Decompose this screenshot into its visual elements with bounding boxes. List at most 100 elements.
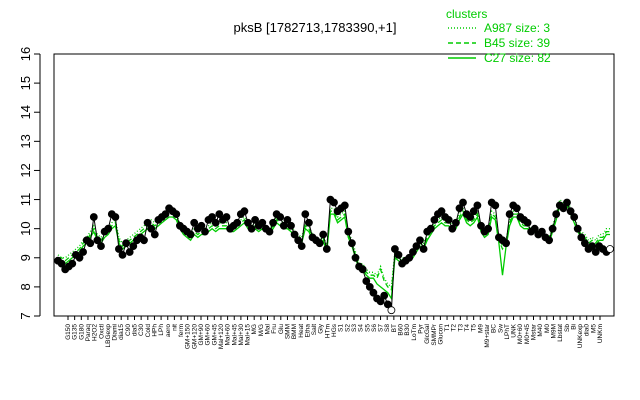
x-tick-label: G150: [65, 324, 72, 340]
data-point: [89, 213, 98, 221]
y-tick-label: 13: [18, 134, 33, 148]
x-tick-label: M0: [544, 324, 551, 333]
x-tick-label: Glu: [278, 324, 285, 335]
x-tick-label: Mal+60: [225, 324, 232, 346]
data-point: [294, 236, 303, 245]
x-tick-label: M0+60: [517, 324, 524, 344]
legend-title: clusters: [446, 7, 487, 21]
x-tick-label: dia0: [584, 324, 591, 337]
data-point: [115, 245, 123, 253]
data-point: [251, 215, 260, 224]
x-tick-label: HGs: [331, 323, 338, 337]
x-tick-label: UNK: [511, 323, 518, 337]
x-tick-label: Paraq: [85, 324, 92, 342]
x-tick-label: Heat: [298, 324, 305, 338]
x-tick-label: dia5: [132, 324, 139, 337]
data-point: [408, 248, 417, 256]
data-point: [469, 207, 478, 216]
data-point: [358, 265, 367, 274]
y-tick-label: 10: [18, 221, 33, 235]
data-point: [559, 204, 568, 213]
data-point: [573, 224, 582, 233]
x-tick-label: S8: [384, 324, 391, 332]
x-tick-label: Mal+120: [218, 324, 225, 349]
data-point: [186, 230, 195, 239]
x-tick-label: GM+60: [205, 324, 212, 346]
series-line: [57, 198, 611, 312]
data-point: [211, 218, 220, 227]
data-point: [444, 215, 453, 224]
data-series: [54, 195, 614, 315]
x-tick-label: Cold: [145, 324, 152, 338]
data-point: [484, 224, 493, 233]
data-point: [502, 239, 511, 248]
data-point: [143, 218, 152, 227]
x-tick-label: Mal+30: [238, 324, 245, 346]
x-tick-label: LoTm: [411, 324, 418, 341]
data-point: [258, 218, 267, 227]
data-point: [322, 245, 331, 253]
y-tick-label: 12: [18, 163, 33, 177]
x-tick-label: GM+150: [185, 324, 192, 349]
data-point: [276, 213, 285, 221]
x-tick-label: GlcGal: [424, 323, 431, 343]
data-point: [347, 239, 356, 248]
x-tick-label: S6: [371, 324, 378, 332]
x-tick-label: S3: [351, 324, 358, 332]
x-axis: G150 G135 G180 Paraq H2O2 Oxctl LBGexp Diami dia…: [65, 316, 604, 349]
x-tick-label: Mal: [265, 323, 272, 334]
y-axis: 7 8 9 10 11 12 13 14 15 16: [18, 47, 41, 320]
data-point: [466, 213, 475, 221]
data-point: [319, 230, 328, 239]
data-point: [129, 242, 138, 251]
y-tick-label: 11: [18, 193, 33, 207]
x-tick-label: Mstar: [531, 323, 538, 340]
data-point: [394, 250, 403, 259]
data-point: [247, 224, 256, 233]
x-tick-label: BMM: [291, 324, 298, 339]
data-point: [538, 227, 546, 236]
x-tick-label: T4: [464, 324, 471, 332]
legend-label: C27 size: 82: [484, 51, 551, 65]
x-tick-label: H2O2: [92, 324, 99, 341]
data-point: [512, 204, 521, 213]
x-tick-label: Sb: [564, 324, 571, 332]
x-tick-label: M9+star: [484, 323, 491, 347]
data-point: [530, 224, 539, 233]
x-tick-label: T2: [451, 324, 458, 332]
data-point: [140, 236, 148, 245]
data-point: [563, 198, 571, 207]
data-point: [451, 218, 460, 227]
data-point: [172, 210, 181, 219]
data-point: [430, 215, 439, 224]
y-tick-label: 14: [18, 105, 33, 119]
chart-title: pksB [1782713,1783390,+1]: [233, 20, 396, 35]
x-tick-label: MG: [251, 324, 258, 334]
data-point: [416, 236, 424, 245]
data-point: [455, 204, 464, 213]
x-tick-label: T5: [471, 324, 478, 332]
data-point: [301, 210, 310, 219]
data-point: [283, 215, 292, 224]
data-point: [161, 210, 170, 219]
data-point: [437, 207, 446, 216]
x-tick-label: Mal+45: [231, 324, 238, 346]
data-point: [297, 242, 306, 251]
y-tick-label: 15: [18, 76, 33, 90]
data-point: [315, 239, 324, 248]
x-tick-label: S2: [344, 324, 351, 332]
x-tick-label: UNKm: [597, 324, 604, 343]
data-point: [362, 277, 371, 286]
x-tick-label: S4: [358, 324, 365, 332]
x-tick-label: ferm: [178, 324, 185, 337]
data-point: [86, 239, 95, 248]
data-point: [208, 213, 217, 221]
x-tick-label: G135: [72, 324, 79, 340]
x-tick-label: HPh: [151, 324, 158, 337]
x-tick-label: Mal+15: [245, 324, 252, 346]
data-point: [577, 233, 586, 242]
y-tick-label: 7: [18, 312, 33, 319]
data-point: [304, 218, 313, 227]
